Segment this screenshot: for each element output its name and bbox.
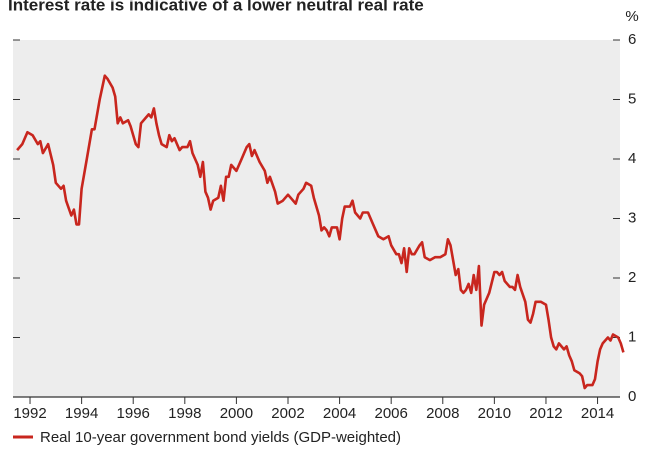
y-tick-label: 6 [628, 31, 636, 48]
x-tick-label: 2002 [271, 405, 304, 422]
x-tick-label: 1992 [13, 405, 46, 422]
y-tick-label: 5 [628, 90, 636, 107]
x-tick-label: 1994 [65, 405, 98, 422]
legend-label: Real 10-year government bond yields (GDP… [40, 429, 401, 446]
x-tick-label: 1996 [117, 405, 150, 422]
chart-title: Interest rate is indicative of a lower n… [8, 0, 424, 14]
x-tick-label: 2008 [426, 405, 459, 422]
y-tick-label: 3 [628, 209, 636, 226]
y-tick-label: 0 [628, 388, 636, 405]
data-line [16, 74, 625, 390]
x-tick-label: 2006 [374, 405, 407, 422]
y-unit: % [625, 8, 638, 25]
y-tick-label: 4 [628, 150, 636, 167]
x-tick-label: 2010 [478, 405, 511, 422]
y-tick-label: 2 [628, 269, 636, 286]
plot-area [13, 40, 620, 397]
x-tick-label: 2004 [323, 405, 356, 422]
x-tick-label: 2000 [220, 405, 253, 422]
y-tick-label: 1 [628, 328, 636, 345]
x-tick-label: 2012 [529, 405, 562, 422]
x-tick-label: 2014 [581, 405, 614, 422]
x-tick-label: 1998 [168, 405, 201, 422]
